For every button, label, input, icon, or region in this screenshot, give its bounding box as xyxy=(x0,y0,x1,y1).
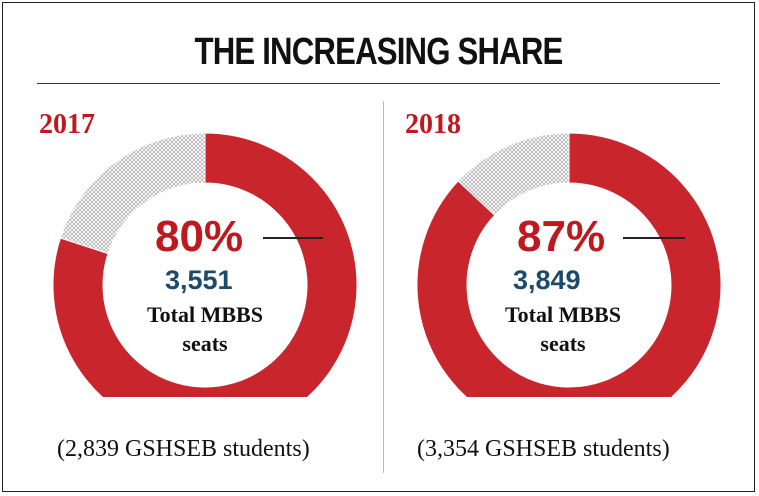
donut-slice-2018-share xyxy=(416,132,722,397)
students-note-2018: (3,354 GSHSEB students) xyxy=(417,436,670,462)
share-percent-2018: 87% xyxy=(517,212,606,261)
total-seats-2017: 3,551 xyxy=(165,265,233,295)
infographic-title: THE INCREASING SHARE xyxy=(194,31,564,73)
donut-slice-2018-remainder xyxy=(457,132,570,216)
share-pointer-2017 xyxy=(263,237,323,239)
share-percent-2017: 80% xyxy=(155,212,244,261)
donut-slice-2017-share xyxy=(52,132,358,397)
seats-label-line2-2017: seats xyxy=(182,330,228,356)
seats-label-line1-2018: Total MBBS xyxy=(505,302,621,327)
panel-divider xyxy=(383,101,384,473)
panel-2018: 2018 87% 3,849 Total MBBS seats (3,354 G… xyxy=(387,87,757,487)
seats-label-2018: Total MBBS seats xyxy=(483,301,643,358)
total-seats-2018: 3,849 xyxy=(513,265,581,295)
donut-slices-2017 xyxy=(52,132,358,397)
panel-2017: 2017 80% 3,551 Total MBBS seats (2,839 G… xyxy=(5,87,375,487)
donut-chart-2018 xyxy=(416,132,722,397)
seats-label-2017: Total MBBS seats xyxy=(125,301,285,358)
share-pointer-2018 xyxy=(623,237,685,239)
seats-label-line1-2017: Total MBBS xyxy=(147,302,263,327)
year-label-2018: 2018 xyxy=(405,109,461,140)
donut-slice-2017-remainder xyxy=(59,132,206,255)
seats-label-line2-2018: seats xyxy=(540,330,586,356)
year-label-2017: 2017 xyxy=(39,109,95,140)
students-note-2017: (2,839 GSHSEB students) xyxy=(57,436,310,462)
donut-chart-2017 xyxy=(52,132,358,397)
donut-slices-2018 xyxy=(416,132,722,397)
title-rule xyxy=(37,83,720,84)
